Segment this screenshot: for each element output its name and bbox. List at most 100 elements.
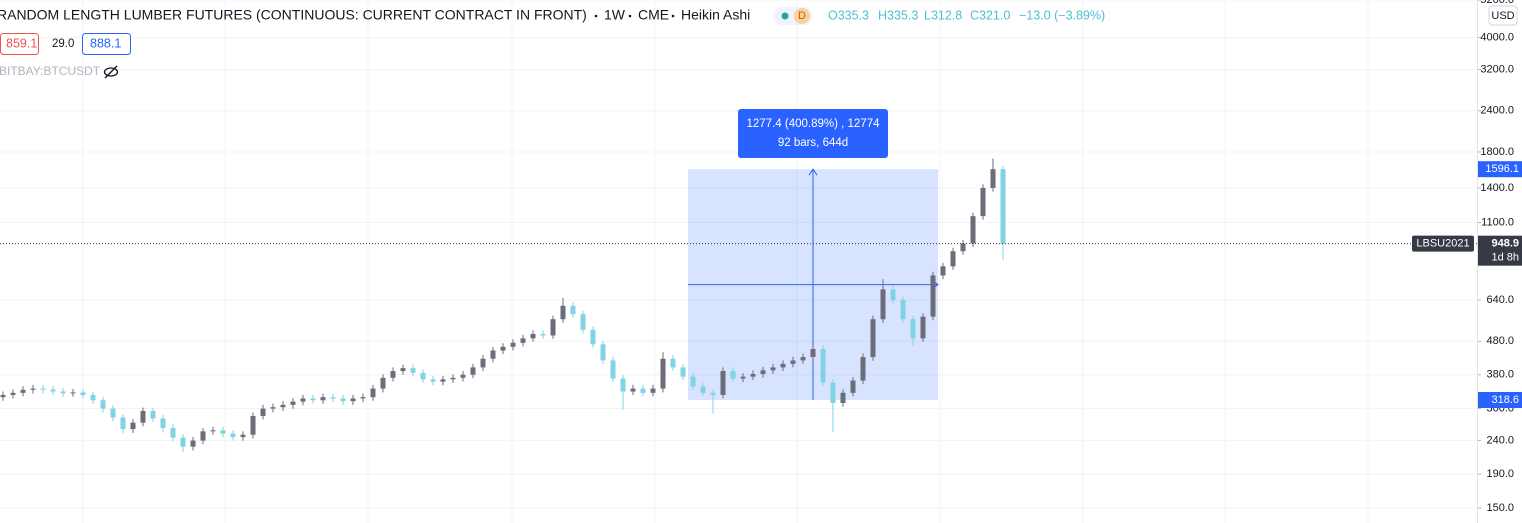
candle-body: [700, 386, 706, 393]
candle-body: [430, 379, 436, 382]
badge-bg: [794, 8, 810, 24]
y-tick-label: 3200.0: [1480, 63, 1514, 75]
sell-box[interactable]: [0, 33, 39, 55]
candle-body: [310, 398, 316, 401]
candle-body: [0, 394, 6, 398]
candle-body: [830, 382, 836, 404]
buy-price: 888.1: [90, 36, 121, 50]
candle-body: [150, 411, 156, 419]
candle-body: [370, 388, 376, 398]
low-value: L312.8: [924, 8, 962, 22]
candle-body: [890, 289, 896, 301]
candle-body: [60, 391, 66, 394]
candle-body: [730, 371, 736, 379]
candle-body: [910, 319, 916, 339]
candle-body: [500, 346, 506, 351]
candle-body: [860, 357, 866, 381]
measure-bottom-label-bg: [1478, 392, 1522, 409]
separator-dot: [594, 14, 598, 18]
open-value: O335.3: [828, 8, 869, 22]
candle-body: [760, 370, 766, 375]
candle-body: [110, 408, 116, 418]
hidden-eye-slash: [104, 65, 118, 79]
measure-arrow: [808, 168, 818, 176]
status-dot: [781, 12, 789, 20]
candle-body: [530, 334, 536, 339]
symbol-label: LBSU2021: [1416, 238, 1469, 250]
candle-body: [160, 418, 166, 429]
candle-body: [230, 433, 236, 438]
candle-body: [350, 398, 356, 402]
currency-button[interactable]: [1488, 5, 1518, 26]
symbol-label-bg: [1412, 235, 1474, 252]
status-pill: [773, 7, 813, 25]
candle-body: [90, 394, 96, 401]
candle-body: [660, 358, 666, 389]
candle-body: [340, 398, 346, 402]
candle-body: [670, 358, 676, 368]
candle-body: [80, 392, 86, 395]
candle-body: [720, 371, 726, 395]
candle-body: [790, 360, 796, 364]
candle-body: [250, 415, 256, 435]
candle-body: [130, 422, 136, 430]
candle-body: [40, 388, 46, 390]
candle-body: [920, 316, 926, 339]
candle-body: [460, 374, 466, 378]
candle-body: [620, 378, 626, 392]
candle-body: [680, 367, 686, 377]
y-tick-label: 640.0: [1486, 294, 1514, 306]
candle-body: [810, 348, 816, 358]
badge: D: [798, 10, 806, 22]
candle-body: [740, 376, 746, 379]
candle-body: [510, 342, 516, 347]
y-tick-label: 1800.0: [1480, 146, 1514, 158]
y-tick-label: 5200.0: [1480, 0, 1514, 6]
candle-body: [750, 374, 756, 377]
candle-body: [590, 329, 596, 345]
y-tick-label: 380.0: [1486, 369, 1514, 381]
candle-body: [10, 392, 16, 395]
candle-body: [120, 417, 126, 430]
candle-body: [280, 404, 286, 408]
candle-body: [950, 251, 956, 267]
measure-top-label: 1596.1: [1485, 163, 1519, 175]
candle-body: [630, 388, 636, 392]
y-tick-label: 150.0: [1486, 502, 1514, 514]
compare-symbol: BITBAY:BTCUSDT: [0, 64, 101, 78]
candle-body: [290, 401, 296, 405]
candle-body: [870, 319, 876, 358]
y-tick-label: 2400.0: [1480, 105, 1514, 117]
candle-body: [960, 243, 966, 252]
y-tick-label: 240.0: [1486, 434, 1514, 446]
candle-body: [650, 388, 656, 393]
candle-body: [900, 300, 906, 320]
candle-body: [330, 397, 336, 399]
candle-body: [390, 371, 396, 378]
candle-body: [780, 363, 786, 368]
candle-body: [610, 360, 616, 379]
hidden-eye[interactable]: [103, 67, 119, 77]
candle-body: [970, 216, 976, 244]
buy-box[interactable]: [82, 33, 131, 55]
candle-body: [70, 392, 76, 394]
candle-body: [930, 275, 936, 317]
candle-body: [470, 367, 476, 375]
candle-body: [380, 377, 386, 389]
y-tick-label: 4000.0: [1480, 31, 1514, 43]
candle-body: [300, 398, 306, 402]
candle-body: [550, 319, 556, 336]
candle-body: [840, 392, 846, 404]
y-tick-label: 190.0: [1486, 468, 1514, 480]
candle-body: [180, 437, 186, 447]
candle-body: [940, 266, 946, 276]
candle-body: [800, 357, 806, 361]
y-tick-label: 1400.0: [1480, 182, 1514, 194]
candle-body: [220, 430, 226, 434]
candle-body: [690, 376, 696, 387]
candle-body: [450, 377, 456, 380]
candle-body: [820, 348, 826, 383]
candle-body: [100, 400, 106, 409]
high-value: H335.3: [878, 8, 918, 22]
candle-body: [140, 411, 146, 423]
